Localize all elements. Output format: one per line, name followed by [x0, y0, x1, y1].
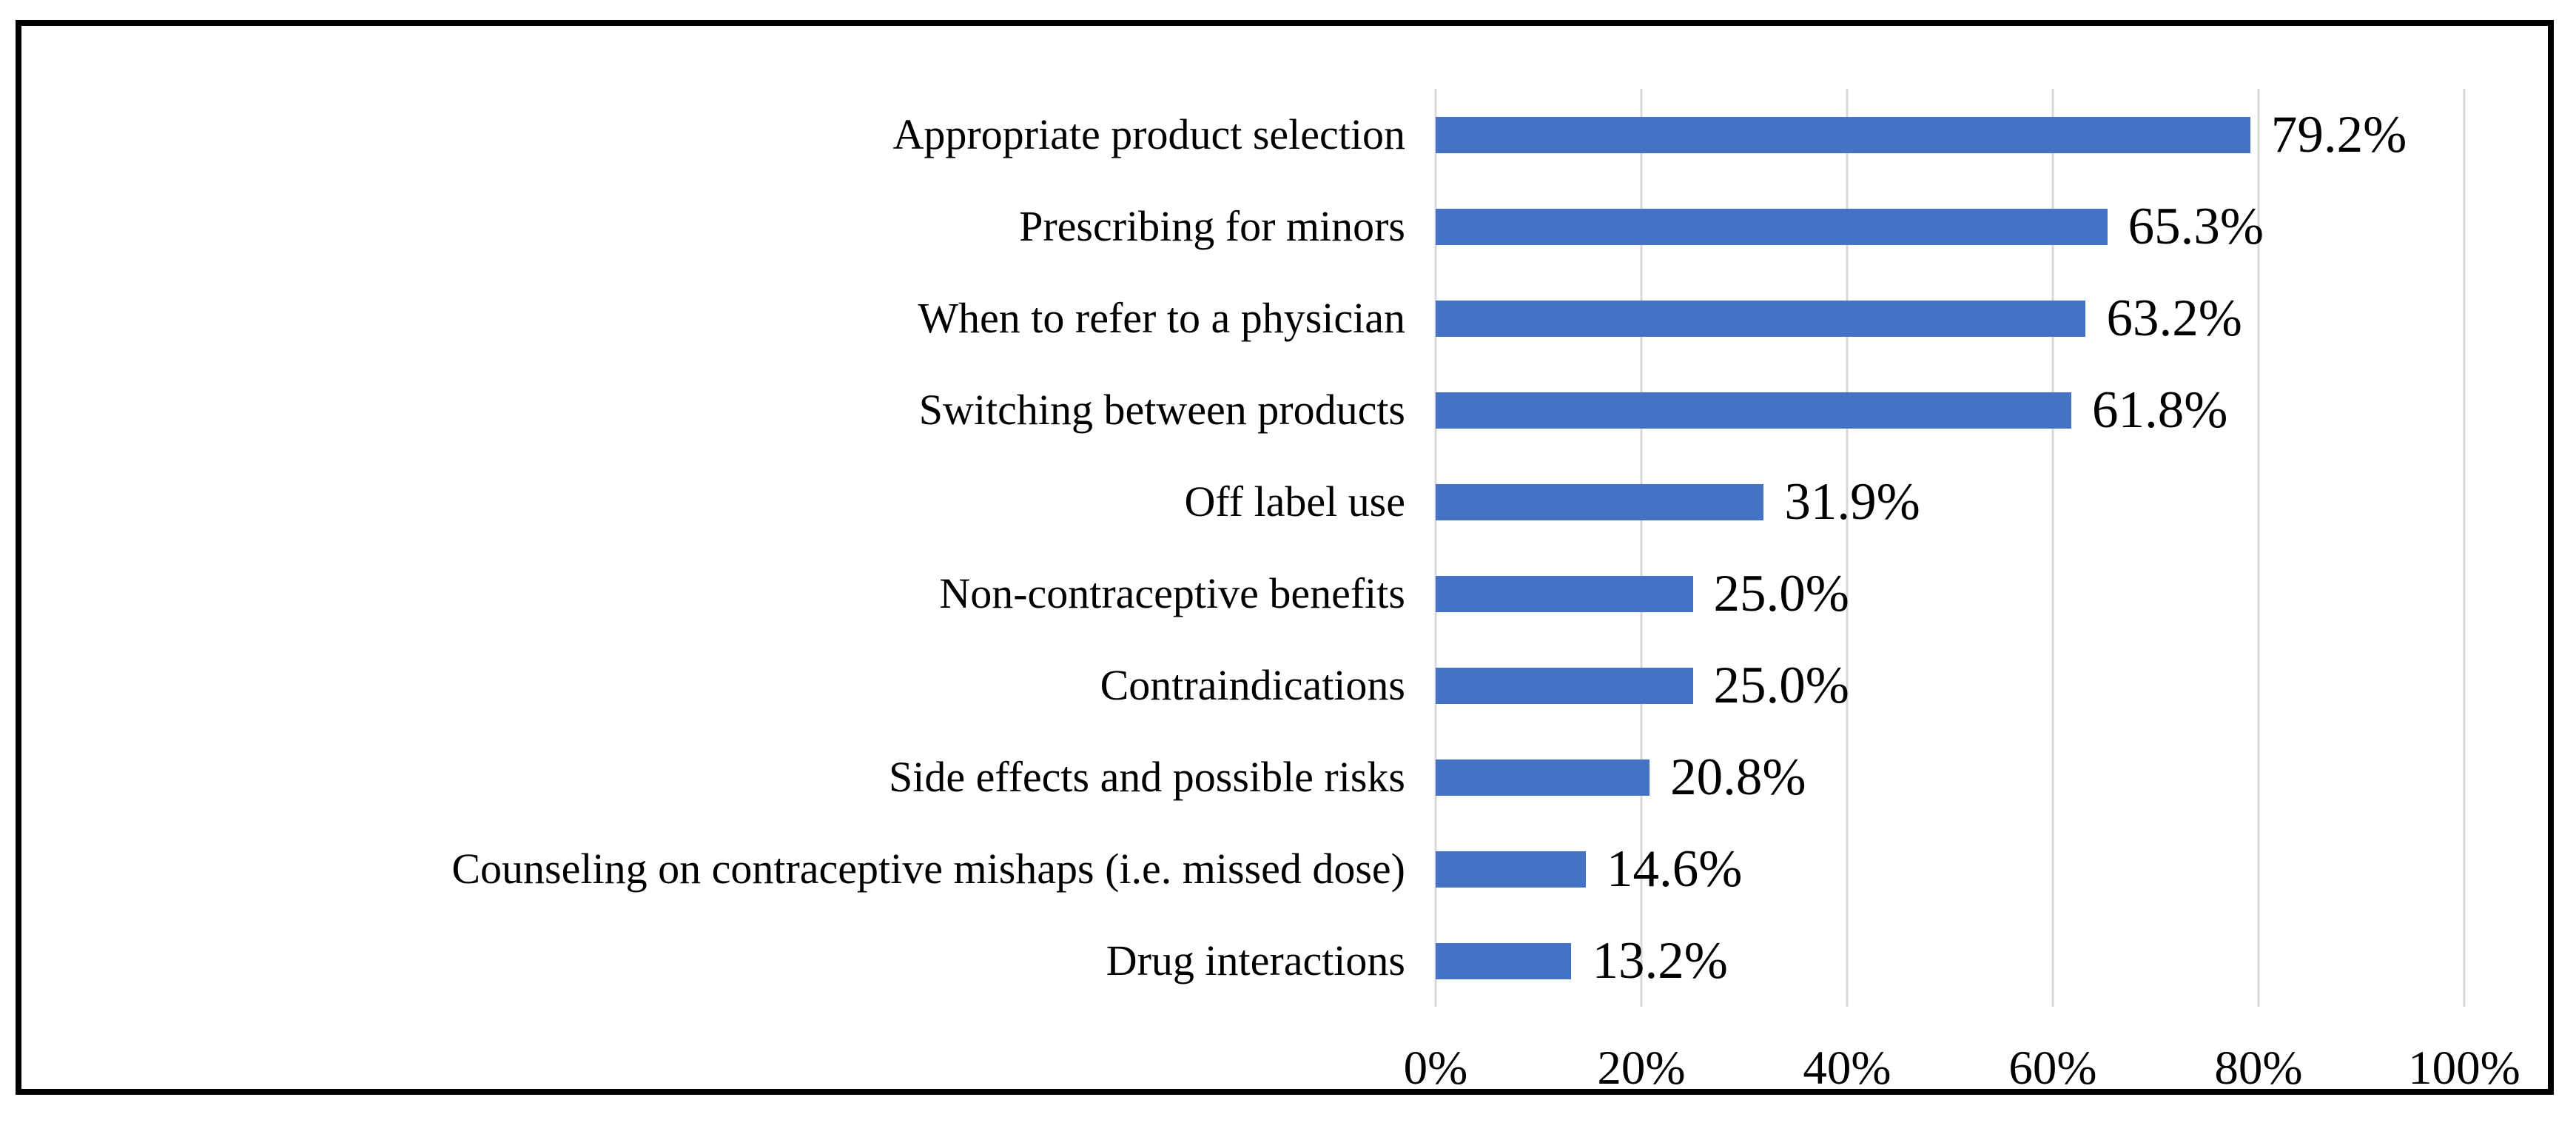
- gridline: [2463, 89, 2466, 1007]
- category-label: Switching between products: [918, 385, 1405, 434]
- gridline: [1434, 89, 1437, 1007]
- category-label: Appropriate product selection: [892, 110, 1405, 158]
- bar: [1436, 483, 1764, 520]
- value-label: 14.6%: [1606, 839, 1743, 898]
- category-label: Contraindications: [1100, 660, 1405, 709]
- bar-row: 20.8%: [1436, 731, 2567, 823]
- gridline: [2051, 89, 2054, 1007]
- plot-area: 79.2% 65.3% 63.2% 61.8% 31.9% 25.0% 25.0% 20.8%…: [1434, 89, 2567, 1007]
- value-label: 65.3%: [2128, 197, 2264, 255]
- bar-row: 79.2%: [1436, 89, 2567, 181]
- value-label: 13.2%: [1592, 931, 1728, 990]
- bar-row: 61.8%: [1436, 364, 2567, 456]
- category-axis: Appropriate product selection Prescribing…: [66, 89, 1405, 1007]
- bar: [1436, 300, 2086, 337]
- bar: [1436, 667, 1693, 704]
- x-tick-label: 80%: [2214, 1042, 2303, 1095]
- value-label: 25.0%: [1713, 656, 1849, 714]
- category-label: Off label use: [1184, 477, 1406, 526]
- x-tick-label: 60%: [2008, 1042, 2097, 1095]
- value-label: 61.8%: [2092, 380, 2228, 439]
- value-label: 25.0%: [1713, 564, 1849, 623]
- bar: [1436, 208, 2108, 245]
- category-label: When to refer to a physician: [918, 293, 1405, 342]
- value-label: 63.2%: [2106, 289, 2242, 347]
- bar: [1436, 942, 1572, 979]
- x-tick-label: 100%: [2408, 1042, 2520, 1095]
- value-axis: 0% 20% 40% 60% 80% 100%: [1404, 1042, 2567, 1096]
- bar: [1436, 575, 1693, 612]
- bar: [1436, 759, 1650, 796]
- x-tick-label: 0%: [1403, 1042, 1468, 1095]
- bar-row: 65.3%: [1436, 181, 2567, 272]
- bar-row: 25.0%: [1436, 548, 2567, 640]
- value-label: 79.2%: [2270, 105, 2407, 164]
- gridline: [1846, 89, 1849, 1007]
- gridline: [2257, 89, 2260, 1007]
- category-label: Non-contraceptive benefits: [939, 568, 1405, 617]
- bars-layer: 79.2% 65.3% 63.2% 61.8% 31.9% 25.0% 25.0% 20.8%…: [1436, 89, 2567, 1007]
- bar-row: 14.6%: [1436, 823, 2567, 915]
- bar-row: 31.9%: [1436, 456, 2567, 548]
- value-label: 20.8%: [1670, 748, 1806, 806]
- bar-row: 25.0%: [1436, 640, 2567, 731]
- gridline: [1640, 89, 1643, 1007]
- x-tick-label: 40%: [1803, 1042, 1891, 1095]
- bar-row: 63.2%: [1436, 272, 2567, 364]
- category-label: Counseling on contraceptive mishaps (i.e…: [451, 844, 1405, 893]
- chart-frame: Appropriate product selection Prescribing…: [16, 20, 2554, 1095]
- category-label: Prescribing for minors: [1019, 201, 1405, 250]
- value-label: 31.9%: [1784, 472, 1920, 531]
- bar-row: 13.2%: [1436, 915, 2567, 1007]
- category-label: Drug interactions: [1106, 936, 1405, 985]
- x-tick-label: 20%: [1597, 1042, 1686, 1095]
- bar: [1436, 392, 2072, 429]
- category-label: Side effects and possible risks: [888, 752, 1405, 801]
- bar: [1436, 116, 2250, 153]
- bar: [1436, 851, 1586, 888]
